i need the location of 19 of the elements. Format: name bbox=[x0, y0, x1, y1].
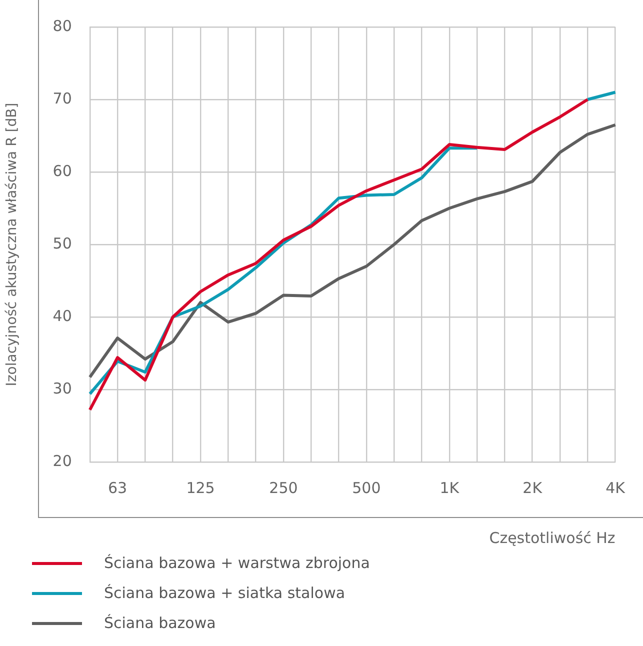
x-tick-label: 4K bbox=[606, 478, 626, 497]
x-axis-title: Częstotliwość Hz bbox=[489, 528, 616, 547]
x-tick-label: 63 bbox=[108, 478, 128, 497]
legend-label: Ściana bazowa + siatka stalowa bbox=[104, 584, 346, 602]
y-tick-label: 40 bbox=[52, 306, 72, 325]
y-tick-label: 60 bbox=[52, 162, 72, 180]
legend-label: Ściana bazowa + warstwa zbrojona bbox=[104, 554, 370, 572]
x-tick-label: 125 bbox=[186, 478, 215, 497]
y-axis-title: Izolacyjność akustyczna właściwa R [dB] bbox=[4, 102, 20, 386]
x-tick-label: 500 bbox=[352, 478, 381, 497]
x-tick-label: 250 bbox=[269, 478, 298, 497]
y-tick-label: 30 bbox=[52, 379, 72, 398]
y-tick-label: 80 bbox=[52, 16, 72, 35]
y-tick-label: 50 bbox=[52, 234, 72, 252]
x-tick-label: 2K bbox=[522, 478, 544, 497]
x-tick-label: 1K bbox=[440, 478, 460, 497]
y-tick-label: 20 bbox=[52, 452, 72, 470]
legend-label: Ściana bazowa bbox=[104, 614, 216, 632]
y-tick-label: 70 bbox=[52, 89, 72, 108]
